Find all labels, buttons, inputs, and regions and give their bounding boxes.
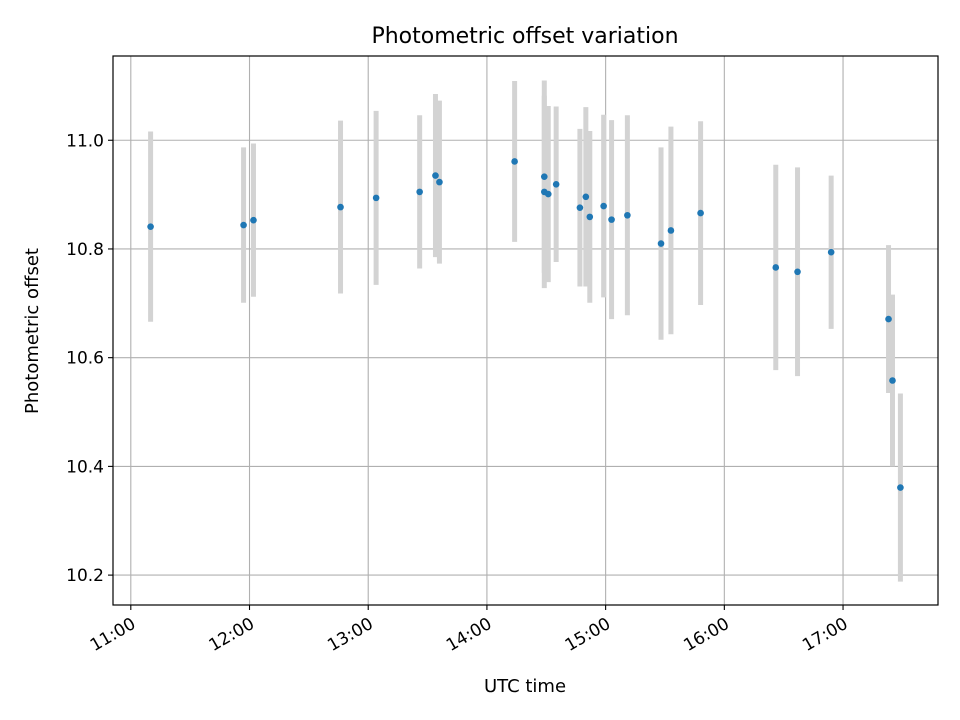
data-point bbox=[582, 193, 590, 201]
y-axis-label: Photometric offset bbox=[22, 248, 43, 414]
data-point bbox=[416, 188, 423, 196]
data-point bbox=[772, 264, 780, 271]
y-tick-label: 10.4 bbox=[66, 457, 104, 477]
data-point bbox=[697, 209, 704, 217]
y-tick-label: 10.8 bbox=[66, 240, 104, 260]
grid bbox=[113, 56, 938, 605]
data-point bbox=[608, 216, 615, 223]
data-point bbox=[827, 248, 835, 256]
data-point bbox=[511, 158, 518, 165]
data-point bbox=[337, 203, 344, 211]
data-point bbox=[794, 268, 801, 276]
data-point bbox=[897, 484, 904, 491]
data-point bbox=[657, 240, 665, 247]
data-point bbox=[889, 377, 896, 384]
y-tick-label: 10.2 bbox=[66, 566, 104, 586]
y-tick-label: 10.6 bbox=[66, 349, 104, 369]
data-point bbox=[432, 172, 439, 179]
x-axis-label: UTC time bbox=[484, 676, 566, 697]
data-point bbox=[147, 223, 154, 230]
plot-frame bbox=[112, 55, 939, 606]
data-point bbox=[552, 180, 560, 188]
data-point bbox=[600, 202, 607, 210]
data-point bbox=[586, 213, 594, 221]
plot-area bbox=[113, 56, 938, 605]
y-axis-ticks: 10.2 10.4 10.6 10.8 11.0 bbox=[66, 131, 113, 586]
data-point bbox=[885, 315, 892, 323]
data-points bbox=[147, 158, 904, 491]
data-point bbox=[250, 216, 257, 224]
data-point bbox=[667, 227, 675, 234]
y-tick-label: 11.0 bbox=[66, 131, 104, 151]
data-point bbox=[372, 194, 380, 202]
data-point bbox=[240, 221, 247, 229]
data-point bbox=[540, 173, 548, 180]
data-point bbox=[576, 204, 584, 211]
data-point bbox=[436, 178, 443, 186]
data-point bbox=[624, 211, 631, 219]
chart-title: Photometric offset variation bbox=[371, 24, 678, 49]
data-point bbox=[544, 190, 552, 198]
